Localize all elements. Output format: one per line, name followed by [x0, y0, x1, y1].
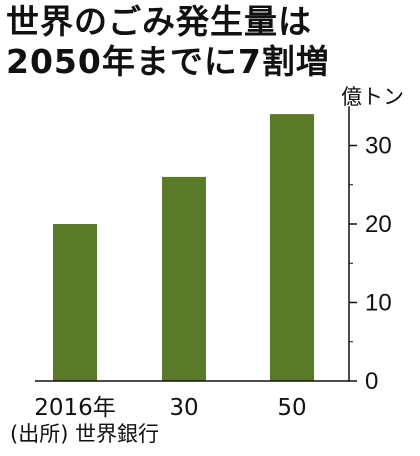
- y-axis-unit: 億トン: [341, 85, 404, 109]
- y-tick-label-0: 0: [365, 368, 378, 395]
- y-tick-label-20: 20: [365, 211, 392, 238]
- x-tick-label-2: 50: [277, 395, 306, 421]
- chart-title-line-1: 世界のごみ発生量は: [6, 2, 312, 41]
- y-tick-label-30: 30: [365, 133, 392, 160]
- x-tick-label-0: 2016年: [34, 395, 116, 421]
- bar-2: [270, 114, 314, 381]
- bar-0: [53, 224, 97, 381]
- bar-1: [162, 176, 206, 381]
- x-tick-label-1: 30: [169, 395, 198, 421]
- chart-title-line-2: 2050年までに7割増: [6, 42, 330, 81]
- y-tick-label-10: 10: [365, 290, 392, 317]
- source-note: (出所) 世界銀行: [10, 422, 160, 446]
